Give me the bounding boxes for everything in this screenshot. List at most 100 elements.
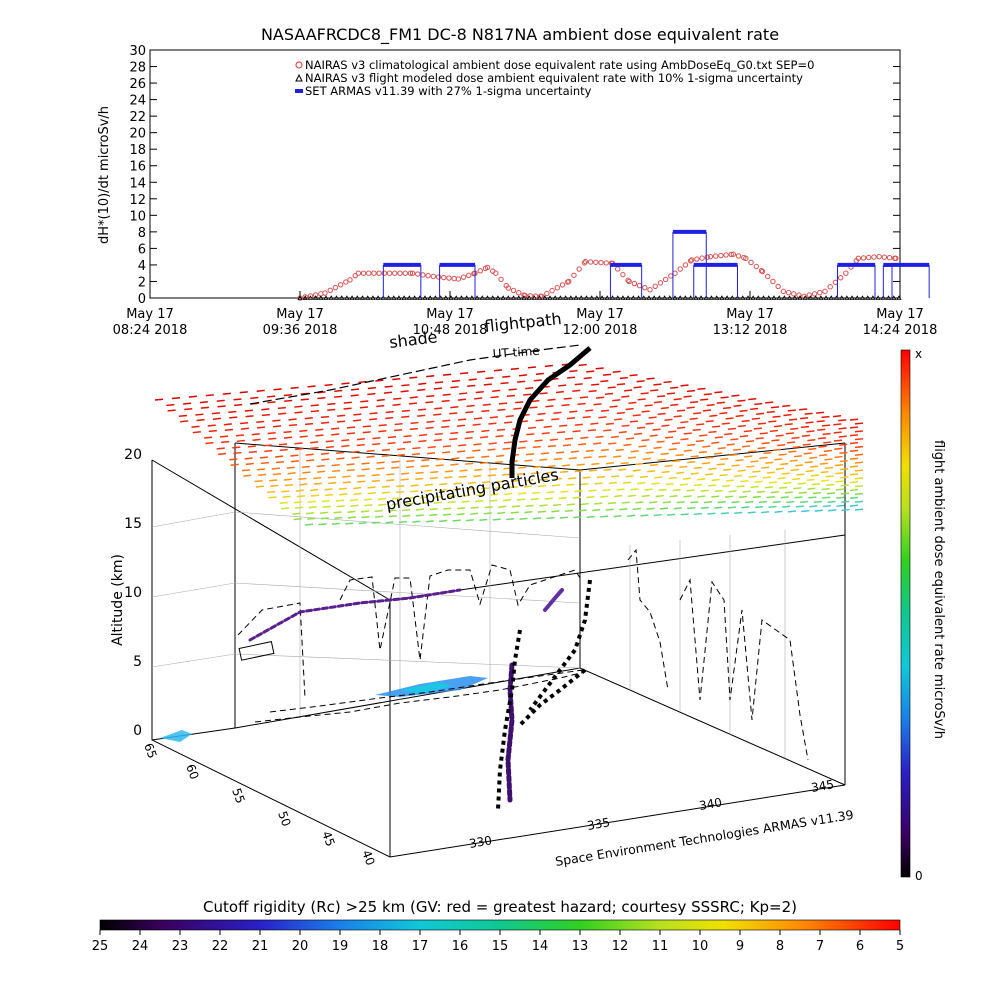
- particle-mark: [566, 376, 576, 379]
- particle-mark: [360, 400, 369, 403]
- particle-mark: [310, 404, 319, 407]
- particle-mark: [849, 418, 859, 421]
- particle-mark: [727, 506, 736, 509]
- particle-mark: [342, 475, 351, 478]
- particle-mark: [492, 389, 501, 392]
- particle-mark: [347, 510, 356, 514]
- flight-modeled-point: [875, 295, 881, 300]
- particle-mark: [591, 462, 600, 466]
- rigidity-patch: [400, 682, 452, 694]
- rigidity-tick-label: 8: [776, 939, 784, 954]
- particle-mark: [645, 422, 654, 425]
- climatological-point: [409, 270, 416, 276]
- particle-mark: [294, 411, 303, 414]
- particle-mark: [167, 409, 176, 412]
- flight-modeled-point: [380, 295, 387, 300]
- climatological-point: [688, 257, 695, 263]
- particle-mark: [506, 517, 515, 521]
- climatological-point: [510, 287, 517, 294]
- particle-mark: [615, 448, 624, 452]
- particle-mark: [219, 435, 229, 438]
- particle-mark: [657, 395, 666, 398]
- particle-mark: [849, 434, 859, 437]
- particle-mark: [587, 429, 597, 432]
- climatological-point: [549, 287, 555, 294]
- particle-mark: [541, 432, 550, 435]
- y-tick-label: 24: [129, 94, 146, 109]
- climatological-point: [360, 270, 367, 276]
- particle-mark: [596, 396, 605, 399]
- flight-modeled-point: [573, 295, 579, 300]
- particle-mark: [553, 503, 562, 507]
- particle-mark: [384, 385, 393, 388]
- particle-mark: [396, 490, 405, 494]
- particle-mark: [400, 390, 409, 393]
- particle-mark: [649, 501, 658, 504]
- particle-mark: [653, 383, 662, 386]
- particle-mark: [772, 500, 781, 504]
- particle-mark: [743, 429, 752, 433]
- particle-mark: [819, 462, 828, 465]
- ut-time-annotation: UT time: [492, 344, 540, 361]
- particle-mark: [294, 506, 304, 509]
- particle-mark: [381, 454, 390, 458]
- particle-mark: [625, 407, 634, 411]
- particle-mark: [195, 413, 204, 416]
- climatological-point: [843, 270, 849, 276]
- particle-mark: [388, 509, 397, 512]
- particle-mark: [327, 476, 336, 479]
- particle-mark: [836, 504, 845, 508]
- particle-mark: [410, 421, 419, 425]
- particle-mark: [537, 484, 547, 488]
- particle-mark: [614, 418, 623, 421]
- particle-mark: [782, 505, 791, 508]
- particle-mark: [272, 425, 282, 428]
- particle-mark: [658, 488, 667, 492]
- latitude-tick-label: 65: [141, 741, 159, 760]
- particle-mark: [781, 472, 790, 475]
- particle-mark: [223, 423, 232, 426]
- particle-mark: [502, 447, 511, 450]
- particle-mark: [777, 443, 786, 447]
- particle-mark: [316, 464, 325, 468]
- particle-mark: [244, 457, 253, 460]
- rigidity-tick-label: 13: [572, 939, 589, 954]
- legend-entry-armas: SET ARMAS v11.39 with 27% 1-sigma uncert…: [295, 84, 592, 98]
- flight-modeled-point: [344, 295, 350, 300]
- particle-mark: [673, 398, 682, 401]
- particle-mark: [378, 503, 387, 506]
- particle-mark: [286, 466, 295, 469]
- particle-mark: [488, 468, 497, 471]
- particle-mark: [518, 374, 528, 377]
- flight-modeled-point: [443, 295, 449, 300]
- particle-mark: [653, 401, 663, 404]
- box-outline: [151, 442, 846, 858]
- particle-mark: [256, 426, 266, 429]
- particle-mark: [324, 488, 333, 491]
- particle-mark: [783, 413, 792, 417]
- flight-modeled-point: [792, 295, 798, 300]
- flight-modeled-point: [771, 295, 777, 300]
- particle-mark: [593, 403, 602, 406]
- particle-mark: [574, 423, 583, 426]
- particle-mark: [343, 401, 352, 404]
- particle-mark: [371, 521, 381, 524]
- particle-mark: [644, 488, 653, 491]
- flight-modeled-point: [562, 295, 569, 300]
- particle-mark: [616, 411, 625, 415]
- climatological-point: [672, 270, 678, 276]
- particle-mark: [532, 445, 541, 449]
- particle-mark: [564, 437, 574, 440]
- particle-mark: [217, 452, 227, 456]
- flight-modeled-point: [484, 295, 491, 300]
- flight-modeled-point: [490, 295, 496, 300]
- particle-mark: [600, 409, 610, 412]
- climatological-point: [642, 284, 648, 291]
- particle-mark: [412, 520, 421, 523]
- particle-mark: [388, 515, 397, 518]
- x-tick-day-label: May 17: [876, 307, 924, 322]
- particle-mark: [337, 420, 346, 423]
- longitude-ticks: 330 335 340 345: [468, 777, 835, 851]
- particle-mark: [737, 469, 746, 472]
- particle-mark: [598, 455, 607, 458]
